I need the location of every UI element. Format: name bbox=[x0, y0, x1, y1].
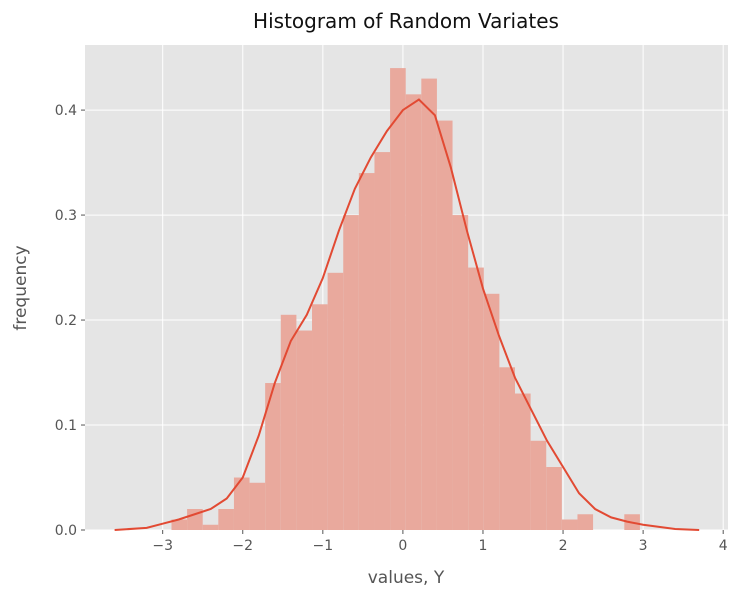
histogram-bar bbox=[296, 330, 313, 530]
histogram-bar bbox=[343, 215, 359, 530]
histogram-bar bbox=[312, 304, 328, 530]
histogram-bar bbox=[483, 293, 500, 530]
y-axis-label: frequency bbox=[11, 245, 31, 330]
histogram-bar bbox=[358, 173, 375, 530]
x-axis-label: values, Y bbox=[368, 568, 445, 588]
histogram-bar bbox=[218, 509, 234, 530]
y-tick-label: 0.4 bbox=[55, 103, 77, 119]
histogram-bar bbox=[421, 78, 437, 530]
histogram-bar bbox=[546, 467, 562, 530]
y-tick-label: 0.2 bbox=[55, 313, 77, 329]
histogram-bar bbox=[499, 367, 516, 530]
histogram-bar bbox=[530, 440, 547, 530]
histogram-bar bbox=[577, 514, 594, 530]
histogram-bar bbox=[468, 267, 484, 530]
y-tick-label: 0.1 bbox=[55, 418, 77, 434]
histogram-bar bbox=[265, 383, 281, 530]
histogram-bar bbox=[452, 215, 469, 530]
chart-title: Histogram of Random Variates bbox=[253, 9, 559, 33]
x-tick-label: −2 bbox=[232, 538, 253, 554]
x-tick-label: 1 bbox=[479, 538, 488, 554]
histogram-bar bbox=[561, 519, 578, 530]
x-tick-label: −3 bbox=[152, 538, 173, 554]
histogram-bar bbox=[327, 272, 344, 530]
histogram-bar bbox=[233, 477, 250, 530]
histogram-bar bbox=[187, 509, 203, 530]
histogram-bar bbox=[249, 482, 266, 530]
histogram-bar bbox=[202, 524, 219, 530]
histogram-bar bbox=[374, 152, 391, 530]
histogram-bar bbox=[280, 314, 297, 530]
y-tick-label: 0.3 bbox=[55, 208, 77, 224]
histogram-bar bbox=[515, 393, 531, 530]
x-tick-label: 0 bbox=[398, 538, 407, 554]
histogram-bar bbox=[390, 68, 406, 530]
y-tick-label: 0.0 bbox=[55, 523, 77, 539]
x-tick-label: −1 bbox=[313, 538, 334, 554]
histogram-bar bbox=[436, 120, 453, 531]
x-tick-label: 4 bbox=[719, 538, 728, 554]
density-line bbox=[114, 98, 700, 531]
x-tick-label: 3 bbox=[639, 538, 648, 554]
histogram-bar bbox=[405, 94, 422, 530]
x-tick-label: 2 bbox=[559, 538, 568, 554]
histogram-bar bbox=[171, 519, 188, 530]
